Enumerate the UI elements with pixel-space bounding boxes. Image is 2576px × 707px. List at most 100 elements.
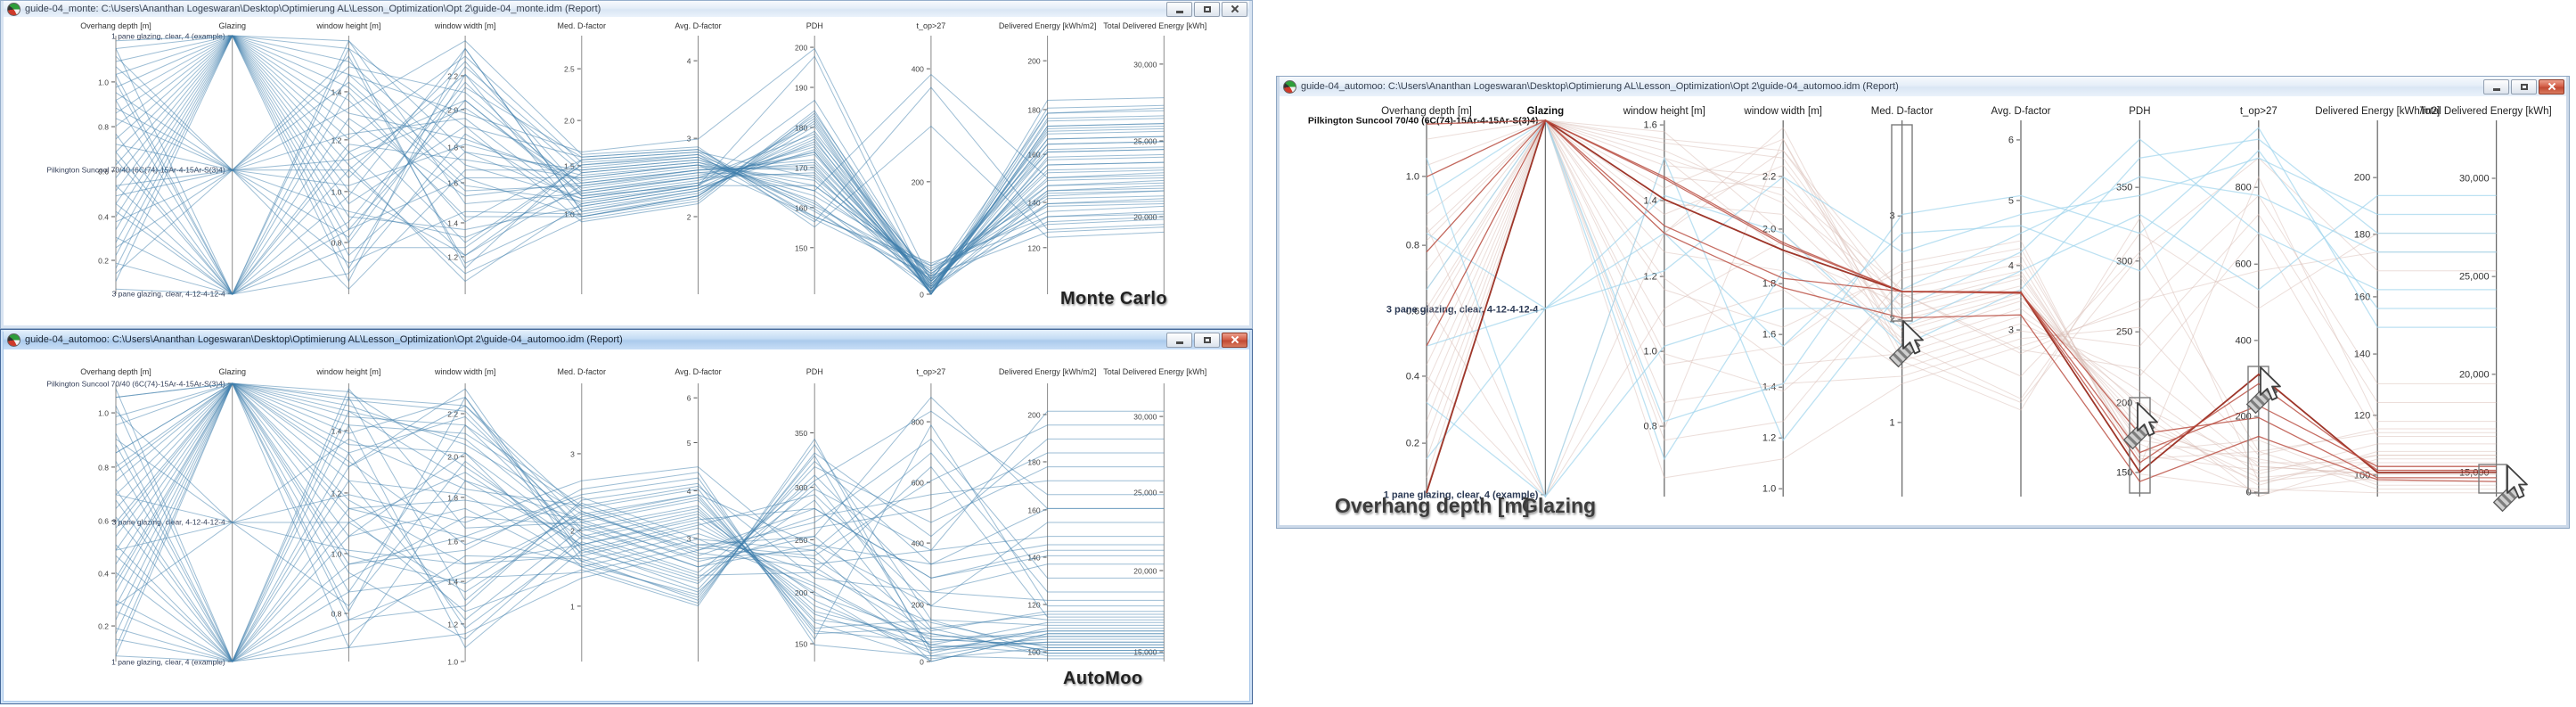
selection-box[interactable] <box>1891 124 1913 322</box>
svg-text:2.0: 2.0 <box>447 453 458 462</box>
svg-text:3: 3 <box>2008 325 2014 336</box>
svg-text:160: 160 <box>1027 151 1040 160</box>
svg-text:1.4: 1.4 <box>1644 195 1657 206</box>
maximize-icon <box>2520 83 2528 90</box>
svg-text:2: 2 <box>687 213 691 222</box>
close-icon <box>1231 335 1239 344</box>
svg-text:1.4: 1.4 <box>331 87 342 96</box>
data-lines <box>1426 119 2497 498</box>
svg-text:600: 600 <box>2235 259 2251 270</box>
window-automoo-zoomed: guide-04_automoo: C:\Users\Ananthan Loge… <box>1276 76 2570 529</box>
svg-text:1.0: 1.0 <box>447 658 458 667</box>
window-controls <box>1165 1 1247 17</box>
svg-text:200: 200 <box>1027 410 1040 419</box>
app-icon <box>7 2 20 16</box>
minimize-button[interactable] <box>1166 1 1192 17</box>
report-client-area: Overhang depth [m] Glazing window height [… <box>4 17 1249 325</box>
svg-text:0.8: 0.8 <box>98 463 109 472</box>
svg-text:2.2: 2.2 <box>1762 171 1776 182</box>
svg-text:Total Delivered Energy [kWh]: Total Delivered Energy [kWh] <box>1103 21 1206 30</box>
svg-text:120: 120 <box>2354 410 2370 421</box>
svg-text:150: 150 <box>2116 467 2132 478</box>
svg-text:window width [m]: window width [m] <box>1743 106 1822 117</box>
svg-text:25,000: 25,000 <box>2459 272 2490 283</box>
svg-text:200: 200 <box>795 44 807 53</box>
svg-text:1.0: 1.0 <box>331 187 342 196</box>
svg-text:4: 4 <box>2008 260 2014 271</box>
svg-text:1 pane glazing, clear, 4 (exam: 1 pane glazing, clear, 4 (example) <box>1384 489 1539 500</box>
svg-text:3 pane glazing, clear, 4-12-4-: 3 pane glazing, clear, 4-12-4-12-4 <box>1386 304 1539 315</box>
svg-text:PDH: PDH <box>806 21 823 30</box>
svg-text:t_op>27: t_op>27 <box>917 21 946 30</box>
svg-text:5: 5 <box>2008 195 2014 206</box>
svg-text:PDH: PDH <box>806 367 823 376</box>
svg-text:Delivered Energy [kWh/m2]: Delivered Energy [kWh/m2] <box>2315 106 2440 117</box>
window-controls <box>2482 78 2564 95</box>
svg-text:1.0: 1.0 <box>98 409 109 418</box>
minimize-button[interactable] <box>2483 78 2509 95</box>
svg-text:30,000: 30,000 <box>1133 413 1157 422</box>
maximize-icon <box>1203 336 1211 343</box>
svg-text:0.6: 0.6 <box>98 517 109 526</box>
svg-text:Avg. D-factor: Avg. D-factor <box>1991 106 2051 117</box>
svg-text:1.2: 1.2 <box>1762 433 1776 444</box>
svg-text:Glazing: Glazing <box>218 367 246 376</box>
svg-text:160: 160 <box>795 203 807 212</box>
svg-text:0.8: 0.8 <box>1406 241 1419 251</box>
svg-text:0.8: 0.8 <box>98 123 109 132</box>
annotation-glazing: Glazing <box>1522 494 1597 517</box>
window-controls <box>1165 332 1247 348</box>
svg-text:180: 180 <box>1027 105 1040 114</box>
close-button[interactable] <box>1222 332 1247 348</box>
app-icon <box>7 333 20 347</box>
svg-text:1.0: 1.0 <box>1644 347 1657 358</box>
svg-text:350: 350 <box>2116 183 2132 193</box>
svg-text:4: 4 <box>687 57 691 66</box>
selection-box[interactable] <box>2247 366 2269 494</box>
svg-text:4: 4 <box>687 487 691 496</box>
parallel-plot-automoo: Overhang depth [m] Glazing window height [… <box>46 367 1206 667</box>
svg-text:2: 2 <box>570 527 575 536</box>
maximize-button[interactable] <box>1194 1 1220 17</box>
svg-text:200: 200 <box>795 588 807 597</box>
svg-text:Pilkington Suncool 70/40 (6C(7: Pilkington Suncool 70/40 (6C(74)-15Ar-4-… <box>1308 116 1538 127</box>
svg-text:20,000: 20,000 <box>2459 369 2490 380</box>
svg-text:3: 3 <box>570 449 575 458</box>
selection-boxes <box>1891 124 2507 494</box>
svg-text:350: 350 <box>795 429 807 438</box>
svg-text:1.2: 1.2 <box>447 252 458 261</box>
svg-text:1.4: 1.4 <box>331 427 342 436</box>
selection-box[interactable] <box>2478 464 2507 494</box>
svg-text:0.4: 0.4 <box>98 213 109 222</box>
titlebar-automoo[interactable]: guide-04_automoo: C:\Users\Ananthan Loge… <box>4 330 1249 349</box>
svg-text:t_op>27: t_op>27 <box>917 367 946 376</box>
svg-text:190: 190 <box>795 84 807 93</box>
svg-text:window width [m]: window width [m] <box>434 21 496 30</box>
titlebar-monte[interactable]: guide-04_monte: C:\Users\Ananthan Logesw… <box>4 1 1249 17</box>
svg-text:0.4: 0.4 <box>1406 371 1419 382</box>
close-button[interactable] <box>1222 1 1247 17</box>
svg-text:Avg. D-factor: Avg. D-factor <box>675 367 721 376</box>
titlebar-automoo-zoomed[interactable]: guide-04_automoo: C:\Users\Ananthan Loge… <box>1280 77 2566 96</box>
svg-text:200: 200 <box>2354 173 2370 184</box>
svg-text:Glazing: Glazing <box>218 21 246 30</box>
svg-text:200: 200 <box>1027 57 1040 66</box>
maximize-button[interactable] <box>1194 332 1220 348</box>
svg-text:20,000: 20,000 <box>1133 566 1157 575</box>
svg-text:Total Delivered Energy [kWh]: Total Delivered Energy [kWh] <box>2419 106 2551 117</box>
annotation-automoo: AutoMoo <box>1063 669 1143 688</box>
svg-text:2.2: 2.2 <box>447 71 458 80</box>
maximize-button[interactable] <box>2511 78 2537 95</box>
svg-text:Avg. D-factor: Avg. D-factor <box>675 21 721 30</box>
window-title: guide-04_automoo: C:\Users\Ananthan Loge… <box>1301 81 1899 92</box>
svg-text:Pilkington Suncool 70/40 (6C(7: Pilkington Suncool 70/40 (6C(74)-15Ar-4-… <box>46 380 225 389</box>
svg-text:140: 140 <box>2354 349 2370 360</box>
data-lines <box>115 382 1165 663</box>
close-button[interactable] <box>2539 78 2564 95</box>
parallel-plot-automoo-zoomed: Overhang depth [m] Glazing window height [… <box>1308 106 2552 513</box>
annotation-monte-carlo: Monte Carlo <box>1060 289 1167 308</box>
minimize-button[interactable] <box>1166 332 1192 348</box>
svg-text:0.2: 0.2 <box>98 622 109 631</box>
svg-text:6: 6 <box>2008 135 2014 145</box>
svg-text:1 pane glazing, clear, 4 (exam: 1 pane glazing, clear, 4 (example) <box>111 658 225 667</box>
